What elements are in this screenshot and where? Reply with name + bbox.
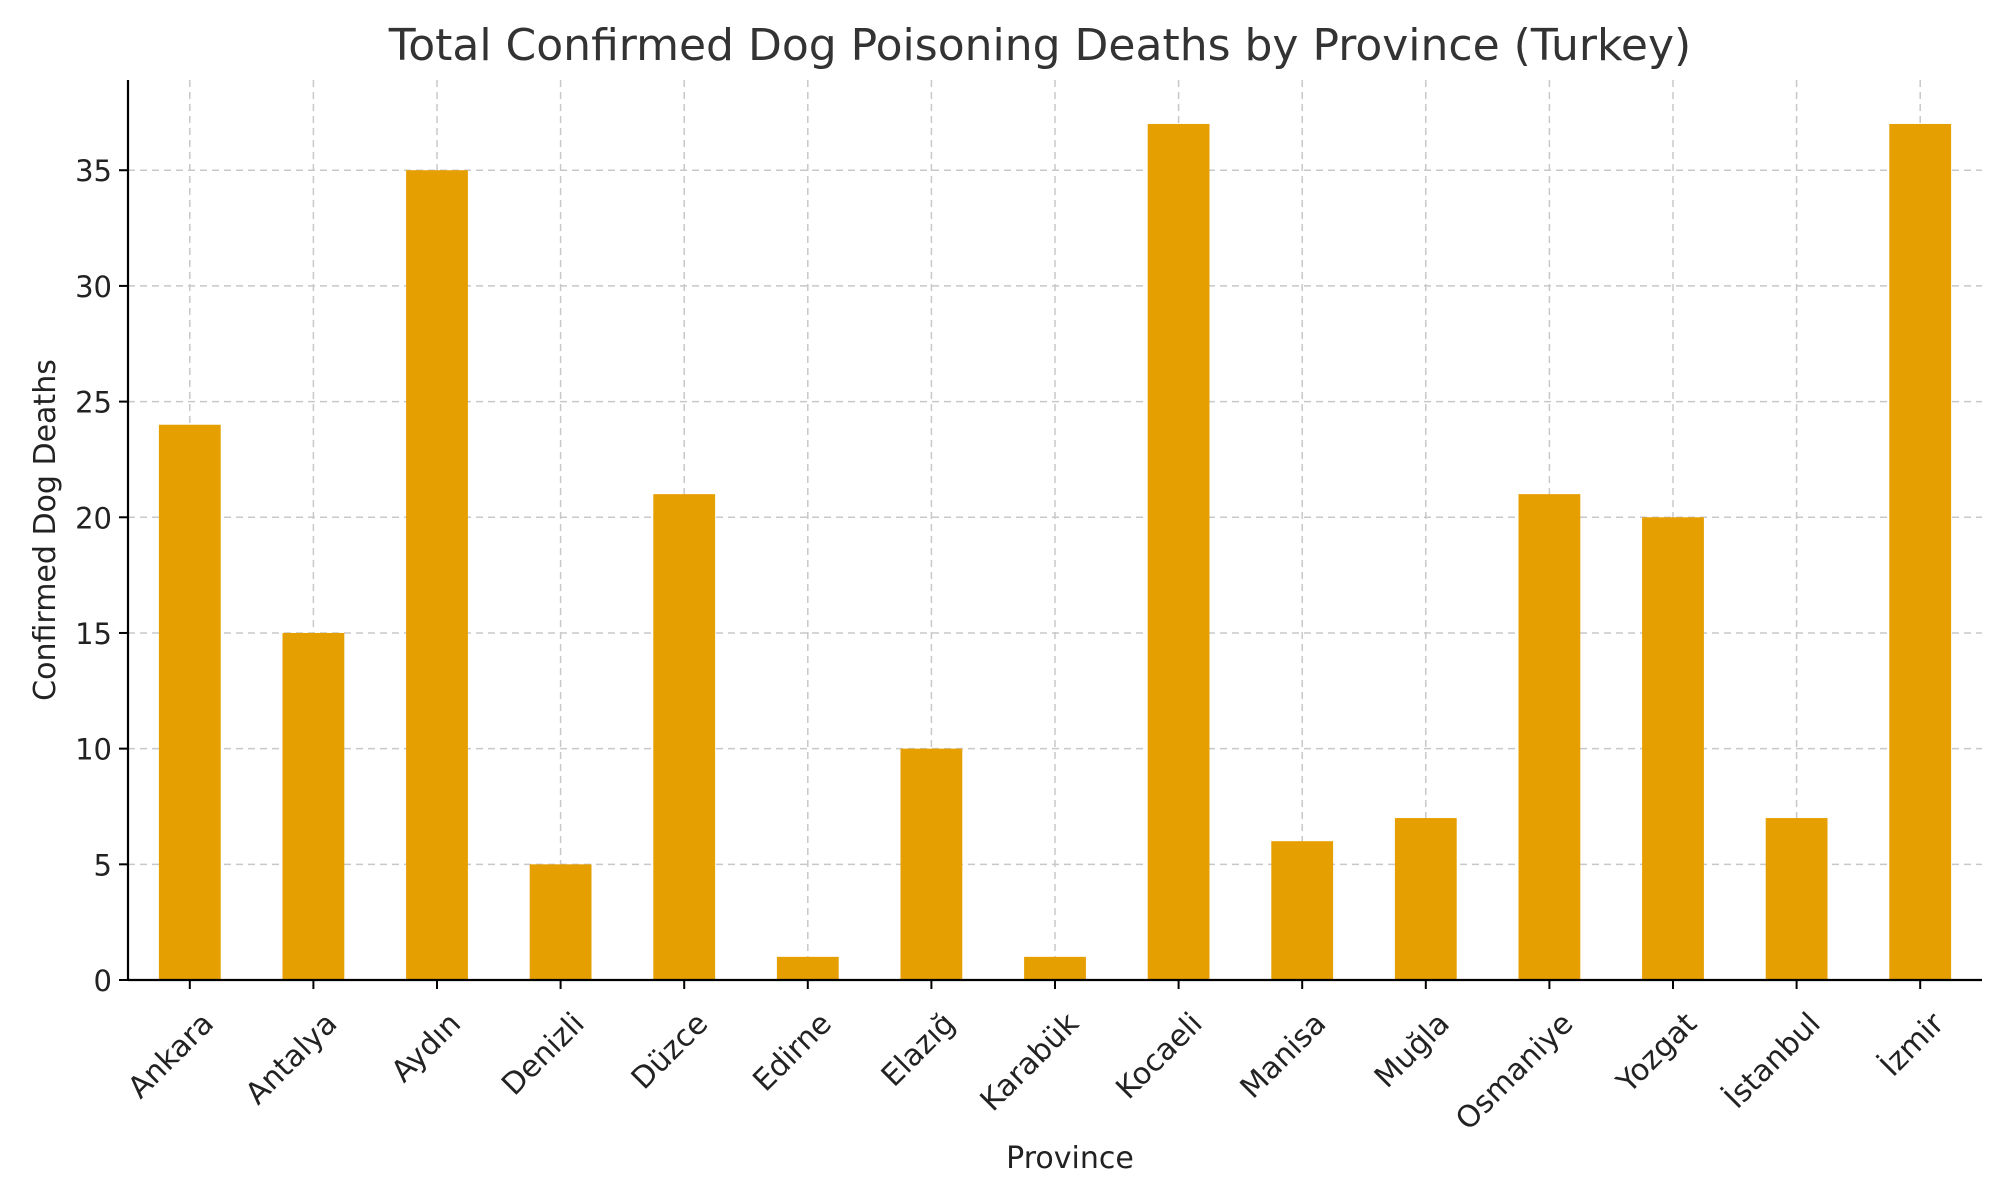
bar-düzce: [653, 494, 716, 980]
bar-edirne: [776, 956, 839, 980]
bar-karabük: [1024, 956, 1086, 980]
y-tick-label: 35: [75, 154, 112, 188]
bar-i̇stanbul: [1765, 818, 1828, 980]
bar-denizli: [529, 864, 592, 980]
y-tick-label: 10: [75, 733, 112, 767]
y-tick-label: 5: [94, 848, 112, 882]
y-axis-label: Confirmed Dog Deaths: [28, 359, 63, 701]
bar-antalya: [282, 632, 345, 980]
bar-manisa: [1271, 841, 1334, 980]
bar-ankara: [158, 424, 221, 980]
bar-osmaniye: [1518, 494, 1581, 980]
bar-yozgat: [1642, 517, 1704, 980]
bar-aydın: [406, 170, 468, 980]
y-tick-label: 15: [75, 617, 112, 651]
bar-elazığ: [900, 748, 963, 980]
axes: [119, 80, 1982, 989]
bar-kocaeli: [1147, 123, 1210, 981]
bar-muğla: [1394, 818, 1457, 980]
bars: [158, 123, 1952, 981]
y-tick-label: 25: [75, 386, 112, 420]
bar-i̇zmir: [1889, 123, 1952, 981]
chart-title: Total Confirmed Dog Poisoning Deaths by …: [388, 20, 1691, 71]
y-tick-label: 0: [94, 964, 112, 998]
x-axis-label: Province: [1006, 1141, 1134, 1176]
y-tick-label: 30: [75, 270, 112, 304]
y-tick-label: 20: [75, 501, 112, 535]
